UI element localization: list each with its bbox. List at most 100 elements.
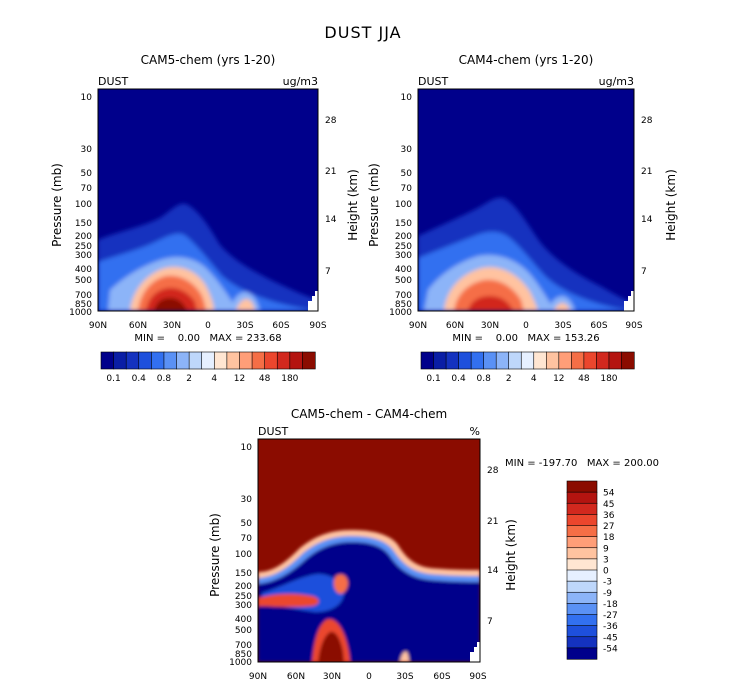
colorbar-swatch <box>566 625 598 638</box>
y-tick-1000: 1000 <box>389 308 412 318</box>
y-tick-30: 30 <box>241 495 253 505</box>
colorbar-swatch <box>176 351 190 370</box>
colorbar-swatch <box>100 351 115 370</box>
colorbar-swatch <box>420 351 435 370</box>
x-tick-0: 0 <box>523 321 529 331</box>
y-tick-100: 100 <box>75 200 92 210</box>
colorbar-swatch <box>151 351 165 370</box>
panel-diff-corner-left: DUST <box>258 425 289 438</box>
colorbar-swatch <box>566 547 598 560</box>
y-tick-250: 250 <box>235 592 252 602</box>
panel-diff-axes: 10 30 50 70 100 150 200 250 300 400 500 … <box>229 443 499 682</box>
colorbar-label: 0.1 <box>106 374 120 384</box>
y-tick-right-21: 21 <box>641 167 652 177</box>
colorbar-swatch <box>566 491 598 504</box>
y-tick-right-21: 21 <box>487 517 498 527</box>
panel-cam5-ylabel: Pressure (mb) <box>50 163 64 247</box>
panel-cam4-ylabel: Pressure (mb) <box>367 163 381 247</box>
y-tick-right-7: 7 <box>641 267 647 277</box>
x-tick-90S: 90S <box>469 672 486 682</box>
panel-cam4-corner-left: DUST <box>418 75 449 88</box>
panel-diff-title: CAM5-chem - CAM4-chem <box>291 407 447 421</box>
colorbar-swatch <box>566 536 598 549</box>
figure-title: DUST JJA <box>324 23 401 42</box>
panel-diff: CAM5-chem - CAM4-chem DUST % 10 30 50 <box>208 407 659 682</box>
y-tick-right-14: 14 <box>325 215 337 225</box>
panel-cam5-ylabel-right: Height (km) <box>346 169 360 240</box>
y-tick-700: 700 <box>395 291 412 301</box>
colorbar-swatch <box>213 351 228 370</box>
panel-cam5-corner-left: DUST <box>98 75 129 88</box>
colorbar-swatch <box>566 603 598 616</box>
colorbar-swatch <box>508 351 522 370</box>
colorbar-swatch <box>264 351 278 370</box>
x-tick-0: 0 <box>366 672 372 682</box>
panel-cam4-ylabel-right: Height (km) <box>664 169 678 240</box>
colorbar-swatch <box>566 647 598 660</box>
colorbar-swatch <box>163 351 178 370</box>
panel-cam4-title: CAM4-chem (yrs 1-20) <box>459 53 594 67</box>
colorbar-label: 0.1 <box>426 374 440 384</box>
colorbar-swatch <box>470 351 485 370</box>
colorbar-swatch <box>276 351 291 370</box>
y-tick-right-7: 7 <box>325 267 331 277</box>
colorbar-swatch <box>596 351 610 370</box>
x-tick-60S: 60S <box>272 321 289 331</box>
y-tick-850: 850 <box>395 300 412 310</box>
colorbar-label: 3 <box>603 555 609 565</box>
y-tick-500: 500 <box>235 626 252 636</box>
panel-cam5-colorbar: 0.1 0.4 0.8 2 4 12 48 180 <box>100 351 316 384</box>
y-tick-10: 10 <box>241 443 253 453</box>
y-tick-150: 150 <box>235 569 252 579</box>
contour-surface-plume-core <box>318 631 344 662</box>
panel-diff-stats: MIN = -197.70 MAX = 200.00 <box>505 458 659 469</box>
y-tick-700: 700 <box>75 291 92 301</box>
colorbar-swatch <box>566 480 598 493</box>
panel-diff-field <box>258 439 480 662</box>
x-tick-30S: 30S <box>236 321 253 331</box>
panel-cam5-title: CAM5-chem (yrs 1-20) <box>141 53 276 67</box>
y-tick-10: 10 <box>401 93 413 103</box>
colorbar-swatch <box>566 525 598 538</box>
colorbar-label: 27 <box>603 522 614 532</box>
panel-cam5-stats: MIN = 0.00 MAX = 233.68 <box>134 333 281 344</box>
colorbar-swatch <box>433 351 447 370</box>
colorbar-label: -9 <box>603 589 612 599</box>
colorbar-label: -18 <box>603 600 618 610</box>
colorbar-label: 180 <box>281 374 298 384</box>
y-tick-50: 50 <box>81 169 93 179</box>
colorbar-swatch <box>188 351 203 370</box>
y-tick-right-7: 7 <box>487 617 493 627</box>
colorbar-swatch <box>566 636 598 649</box>
y-tick-400: 400 <box>235 615 252 625</box>
colorbar-swatch <box>566 502 598 515</box>
x-tick-90S: 90S <box>625 321 642 331</box>
x-tick-90N: 90N <box>409 321 427 331</box>
colorbar-swatch <box>533 351 547 370</box>
y-tick-250: 250 <box>395 242 412 252</box>
y-tick-70: 70 <box>81 184 93 194</box>
colorbar-swatch <box>583 351 598 370</box>
colorbar-swatch <box>571 351 585 370</box>
colorbar-label: 48 <box>578 374 590 384</box>
colorbar-swatch <box>566 614 598 627</box>
colorbar-swatch <box>445 351 460 370</box>
x-tick-30N: 30N <box>323 672 341 682</box>
y-tick-30: 30 <box>81 145 93 155</box>
panel-cam5-frame <box>97 88 319 312</box>
colorbar-swatch <box>201 351 215 370</box>
panel-diff-corner-right: % <box>470 425 480 438</box>
colorbar-swatch <box>483 351 497 370</box>
topography-mask <box>308 291 318 311</box>
colorbar-swatch <box>289 351 304 370</box>
colorbar-swatch <box>239 351 253 370</box>
x-tick-60S: 60S <box>433 672 450 682</box>
y-tick-300: 300 <box>395 251 412 261</box>
contour-level-7 <box>154 298 187 311</box>
colorbar-label: 12 <box>234 374 245 384</box>
colorbar-swatch <box>138 351 152 370</box>
y-tick-200: 200 <box>75 232 92 242</box>
y-tick-right-14: 14 <box>487 566 499 576</box>
colorbar-swatch <box>302 351 316 370</box>
